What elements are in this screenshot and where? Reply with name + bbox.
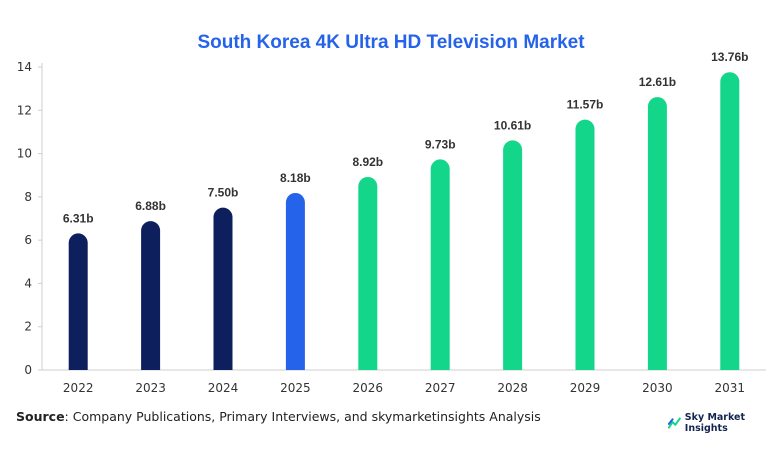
x-tick-label-2026: 2026 xyxy=(353,381,384,395)
bar-2025 xyxy=(285,192,305,370)
data-label-2026: 8.92b xyxy=(352,155,383,169)
bar-2030 xyxy=(647,97,667,370)
x-tick-label-2024: 2024 xyxy=(208,381,239,395)
x-tick-label-2027: 2027 xyxy=(425,381,456,395)
source-note: Source: Company Publications, Primary In… xyxy=(16,409,541,424)
logo-icon xyxy=(668,417,681,429)
brand-logo: Sky Market Insights xyxy=(668,412,782,434)
source-text: : Company Publications, Primary Intervie… xyxy=(64,409,541,424)
y-tick-label: 2 xyxy=(24,320,32,334)
x-tick-label-2029: 2029 xyxy=(570,381,601,395)
y-tick-label: 0 xyxy=(24,363,32,377)
y-tick-label: 10 xyxy=(17,147,32,161)
x-tick-label-2028: 2028 xyxy=(497,381,528,395)
y-tick-label: 12 xyxy=(17,103,32,117)
data-label-2024: 7.50b xyxy=(208,186,239,200)
data-label-2028: 10.61b xyxy=(494,118,531,132)
x-tick-label-2023: 2023 xyxy=(135,381,166,395)
data-label-2027: 9.73b xyxy=(425,137,456,151)
bar-2027 xyxy=(430,159,450,370)
data-label-2031: 13.76b xyxy=(711,50,748,64)
bar-2029 xyxy=(575,119,595,370)
y-tick-label: 6 xyxy=(24,233,32,247)
y-tick-label: 8 xyxy=(24,190,32,204)
chart-data-labels: 6.31b 6.88b 7.50b 8.18b 8.92b 9.73b 10.61b 11.5… xyxy=(63,50,749,225)
x-tick-label-2030: 2030 xyxy=(642,381,673,395)
x-tick-label-2031: 2031 xyxy=(715,381,746,395)
x-tick-label-2022: 2022 xyxy=(63,381,94,395)
data-label-2023: 6.88b xyxy=(135,199,166,213)
chart-title: South Korea 4K Ultra HD Television Marke… xyxy=(197,32,585,53)
y-tick-label: 4 xyxy=(24,276,32,290)
bar-2031 xyxy=(720,72,740,370)
x-tick-label-2025: 2025 xyxy=(280,381,311,395)
bar-2028 xyxy=(503,140,523,370)
data-label-2025: 8.18b xyxy=(280,171,311,185)
chart-axes: 0 2 4 6 8 10 12 14 2022 2023 2024 2025 2026 2027 2028 2… xyxy=(17,60,766,395)
data-label-2030: 12.61b xyxy=(639,75,676,89)
logo-text: Sky Market Insights xyxy=(684,412,746,434)
bar-2023 xyxy=(141,221,161,370)
bar-2026 xyxy=(358,176,378,370)
data-label-2029: 11.57b xyxy=(567,98,604,112)
y-tick-label: 14 xyxy=(17,60,32,74)
bar-2024 xyxy=(213,207,233,370)
bar-2022 xyxy=(68,233,88,370)
source-label: Source xyxy=(16,409,65,424)
chart-bars xyxy=(68,72,740,370)
data-label-2022: 6.31b xyxy=(63,211,94,225)
